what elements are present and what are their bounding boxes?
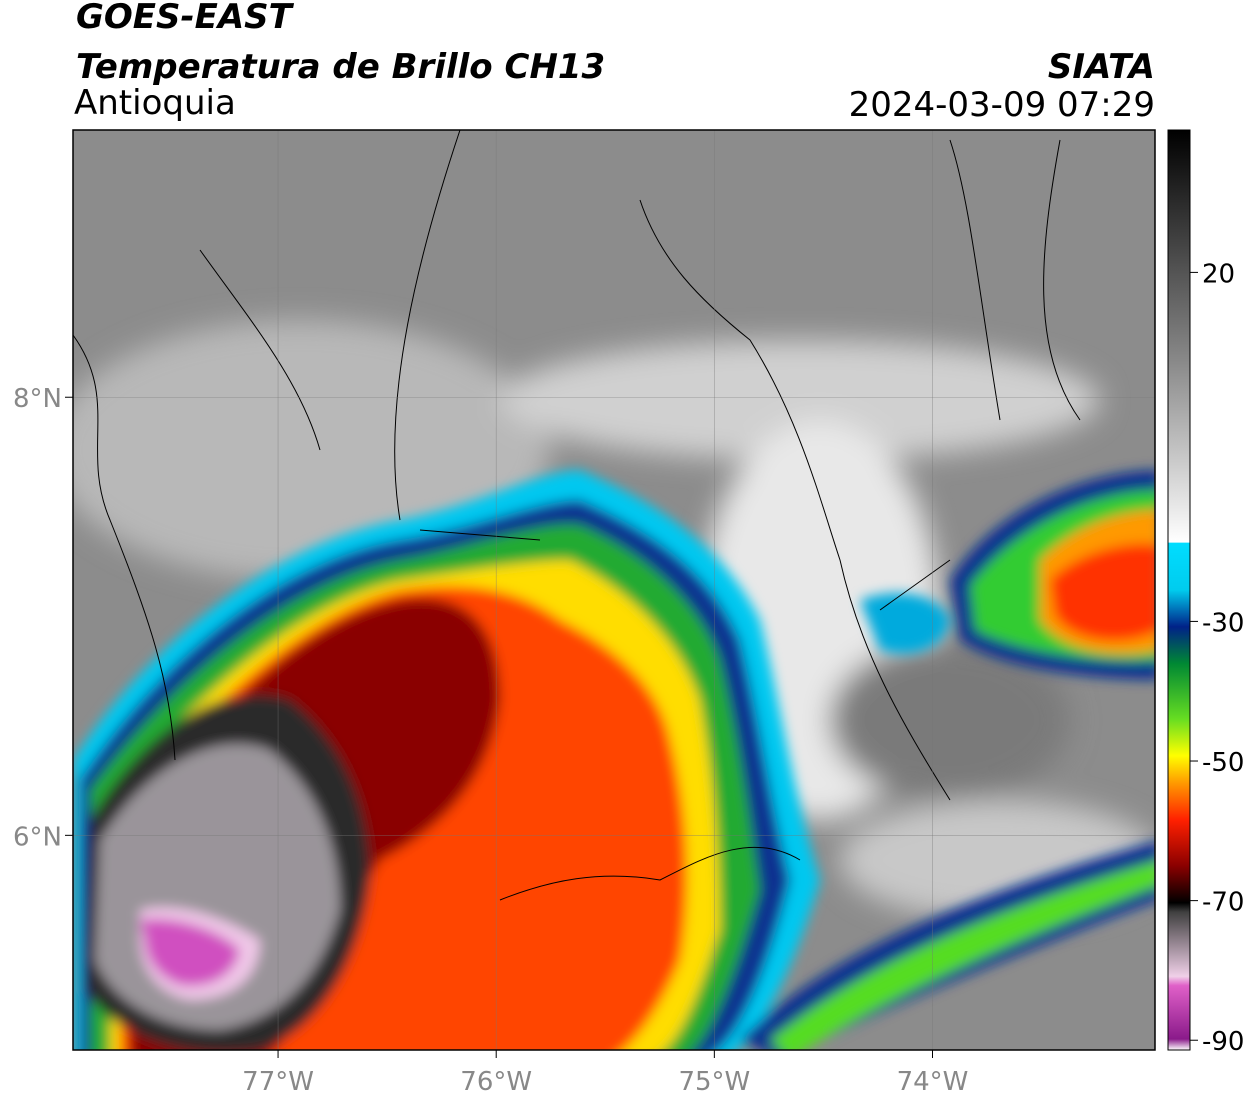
satellite-image (73, 130, 1155, 1050)
map-frame (72, 129, 1156, 1051)
colorbar-tick-label: -50 (1202, 748, 1244, 778)
colorbar-tick-label: -90 (1202, 1027, 1244, 1057)
title: GOES-EAST (76, 0, 295, 37)
y-tick-label: 8°N (13, 384, 62, 414)
colorbar-tick-label: -30 (1202, 608, 1244, 638)
x-tick-label: 74°W (897, 1067, 969, 1097)
x-tick-label: 76°W (460, 1067, 532, 1097)
timestamp: 2024-03-09 07:29 (849, 85, 1155, 125)
source: SIATA (1048, 47, 1155, 87)
x-tick-label: 77°W (242, 1067, 314, 1097)
colorbar-tick-label: -70 (1202, 888, 1244, 918)
subtitle: Temperatura de Brillo CH13 (76, 47, 605, 87)
colorbar-tick-label: 20 (1202, 259, 1235, 289)
x-tick-label: 75°W (678, 1067, 750, 1097)
colorbar (1167, 129, 1191, 1051)
region: Antioquia (74, 83, 236, 123)
y-tick-label: 6°N (13, 822, 62, 852)
